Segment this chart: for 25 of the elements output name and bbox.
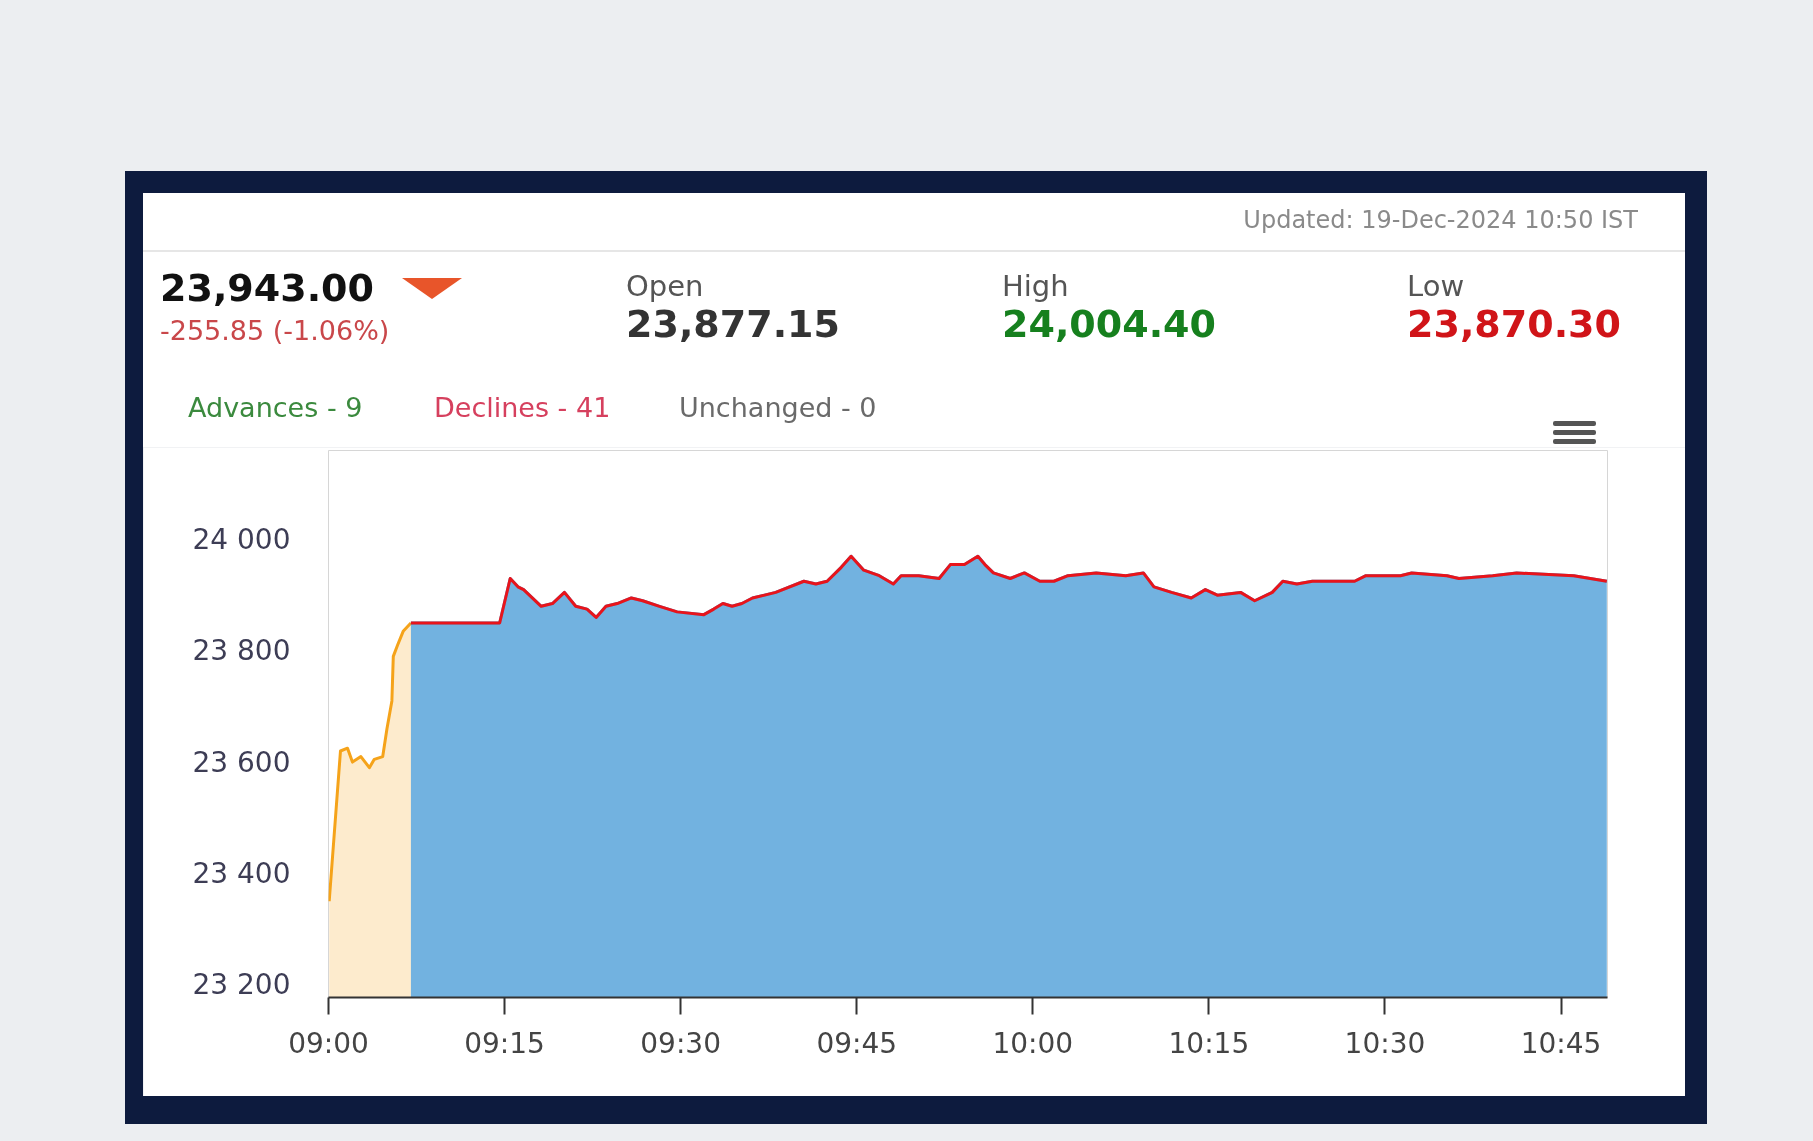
text: High [1002,269,1069,303]
x-tick-label: 09:45 [816,1026,898,1060]
text: -255.85 (-1.06%) [160,315,390,346]
text: Low [1407,269,1465,303]
y-tick-label: 24 000 [192,523,291,557]
text: Declines - 41 [434,392,611,423]
y-tick-label: 23 200 [192,968,291,1002]
x-tick-label: 10:30 [1344,1026,1426,1060]
text: Updated: 19-Dec-2024 10:50 IST [1243,206,1638,234]
text: 23,877.15 [626,302,840,346]
x-tick-label: 09:15 [464,1026,545,1060]
x-tick-label: 10:45 [1520,1026,1602,1060]
x-tick-label: 09:30 [640,1026,722,1060]
text: Advances - 9 [188,392,363,423]
x-tick-label: 10:15 [1168,1026,1250,1060]
text: 24,004.40 [1002,302,1216,346]
y-tick-label: 23 600 [192,745,291,779]
y-tick-label: 23 800 [192,634,291,668]
x-tick-label: 09:00 [288,1026,369,1060]
text: Unchanged - 0 [679,392,877,423]
text: 23,870.30 [1407,302,1621,346]
text: 23,943.00 [160,266,374,310]
y-tick-label: 23 400 [192,856,291,890]
x-tick-label: 10:00 [992,1026,1074,1060]
text: Open [626,269,704,303]
